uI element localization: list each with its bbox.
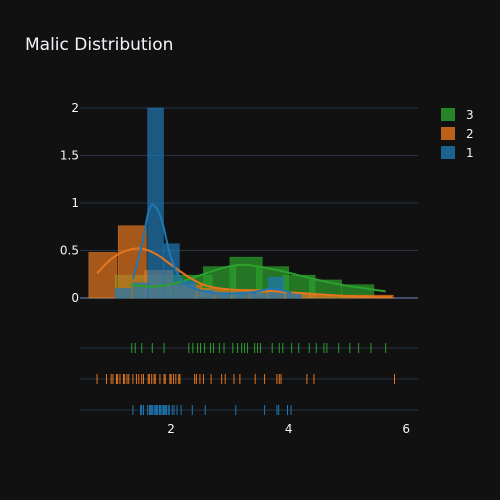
histogram-bar-1: [147, 107, 164, 299]
legend-swatch: [441, 146, 455, 159]
y-tick-label: 1: [71, 196, 79, 210]
x-tick-label: 6: [402, 422, 410, 436]
histogram-bar-1: [214, 293, 232, 299]
histogram-bar-1: [267, 276, 285, 299]
x-tick-label: 2: [167, 422, 175, 436]
histogram-bar-1: [179, 280, 197, 299]
legend-swatch: [441, 108, 455, 121]
y-tick-label: 2: [71, 101, 79, 115]
legend-item-1[interactable]: 1: [441, 146, 474, 160]
y-tick-label: 1.5: [60, 149, 79, 163]
legend-swatch: [441, 127, 455, 140]
legend-item-2[interactable]: 2: [441, 127, 474, 141]
histogram-bar-1: [197, 290, 214, 299]
chart-title: Malic Distribution: [25, 35, 173, 55]
y-tick-label: 0.5: [60, 244, 79, 258]
histogram-bar-2: [88, 252, 118, 299]
legend-label: 3: [466, 108, 474, 122]
legend-label: 2: [466, 127, 474, 141]
kde-line-2: [96, 247, 392, 299]
kde-curves: [96, 203, 392, 299]
x-tick-label: 4: [285, 422, 293, 436]
kde-line-3: [129, 263, 386, 293]
rug-plots: [96, 343, 395, 415]
histogram-bar-1: [115, 288, 132, 299]
histogram-bar-1: [250, 293, 267, 299]
legend[interactable]: 3 2 1: [441, 108, 474, 160]
kde-line-1: [131, 203, 292, 295]
histogram-bar-1: [232, 293, 249, 299]
y-tick-label: 0: [71, 291, 79, 305]
legend-item-3[interactable]: 3: [441, 108, 474, 122]
axis-ticks: 0 0.5 1 1.5 2 2 4 6: [60, 101, 410, 436]
legend-label: 1: [466, 146, 474, 160]
